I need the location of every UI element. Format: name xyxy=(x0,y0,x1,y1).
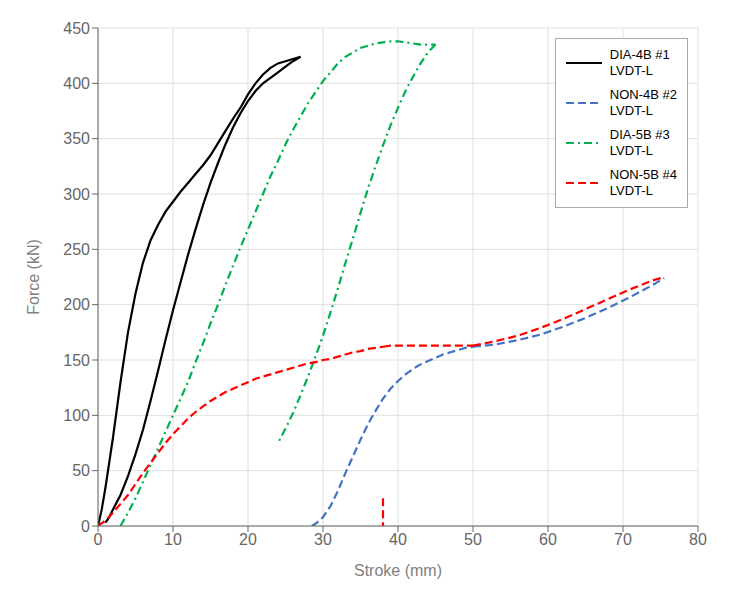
svg-text:80: 80 xyxy=(689,531,707,548)
html-text:NON-5B #4 LVDT-L: NON-5B #4 LVDT-L xyxy=(609,167,677,198)
svg-text:450: 450 xyxy=(63,20,90,37)
svg-text:40: 40 xyxy=(389,531,407,548)
svg-text:50: 50 xyxy=(464,531,482,548)
svg-text:350: 350 xyxy=(63,130,90,147)
svg-text:Stroke (mm): Stroke (mm) xyxy=(354,562,442,579)
svg-text:300: 300 xyxy=(63,186,90,203)
svg-text:Force (kN): Force (kN) xyxy=(25,239,42,315)
svg-text:250: 250 xyxy=(63,241,90,258)
svg-text:70: 70 xyxy=(614,531,632,548)
svg-text:400: 400 xyxy=(63,75,90,92)
html-text:NON-4B #2 LVDT-L: NON-4B #2 LVDT-L xyxy=(609,87,677,118)
svg-text:200: 200 xyxy=(63,296,90,313)
svg-text:0: 0 xyxy=(94,531,103,548)
svg-text:10: 10 xyxy=(164,531,182,548)
svg-text:60: 60 xyxy=(539,531,557,548)
html-text:DIA-5B #3 LVDT-L: DIA-5B #3 LVDT-L xyxy=(609,127,670,158)
svg-text:150: 150 xyxy=(63,352,90,369)
svg-text:50: 50 xyxy=(72,462,90,479)
svg-text:100: 100 xyxy=(63,407,90,424)
svg-text:20: 20 xyxy=(239,531,257,548)
svg-text:30: 30 xyxy=(314,531,332,548)
svg-text:0: 0 xyxy=(81,518,90,535)
html-text:DIA-4B #1 LVDT-L: DIA-4B #1 LVDT-L xyxy=(609,47,670,78)
